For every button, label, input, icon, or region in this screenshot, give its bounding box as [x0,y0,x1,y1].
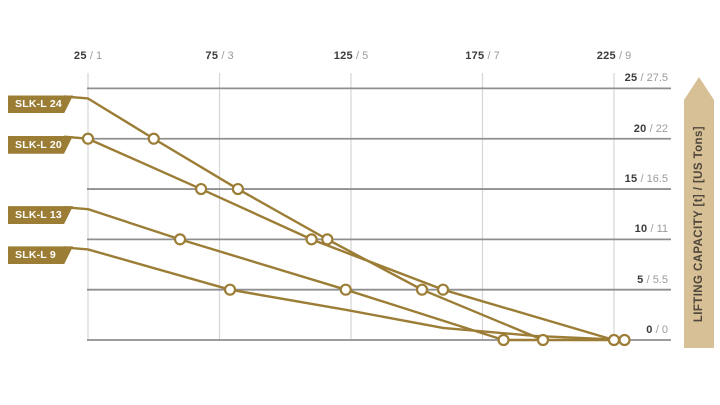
tick-value-primary: 5 [637,273,644,286]
tick-value-primary: 25 [624,72,638,85]
tick-value-secondary: / 16.5 [637,173,668,186]
data-point-marker-slk-l-13 [339,283,352,296]
y-axis-title-text: LIFTING CAPACITY [t] / [US Tons] [693,125,705,323]
x-tick-label: 225 / 9 [597,50,632,62]
data-point-marker-slk-l-13 [497,333,510,347]
data-point-marker-slk-l-20 [305,233,318,246]
data-point-marker-slk-l-24 [147,132,160,145]
tick-value-primary: 175 [465,50,485,62]
x-tick-label: 25 / 1 [74,50,102,62]
data-point-marker-slk-l-9 [223,283,237,296]
x-tick-label: 75 / 3 [205,50,233,62]
data-point-marker-slk-l-20 [607,333,621,347]
data-point-marker-slk-l-20 [194,182,208,196]
tick-value-secondary: / 27.5 [637,72,668,85]
data-point-marker-slk-l-20 [81,132,95,145]
tick-value-primary: 10 [634,223,648,236]
series-badge-slk-l-9: SLK-L 9 [8,246,73,264]
data-point-marker-slk-l-20 [436,283,450,296]
data-point-marker-slk-l-24 [415,283,429,296]
tick-value-primary: 0 [646,324,653,336]
tick-value-secondary: / 9 [615,50,632,62]
tick-value-primary: 15 [624,173,638,186]
tick-value-secondary: / 5.5 [643,273,668,286]
tick-value-secondary: / 11 [647,223,668,236]
y-axis-title: LIFTING CAPACITY [t] / [US Tons] [684,100,714,348]
y-tick-label: 0 / 0 [548,324,668,336]
y-tick-label: 15 / 16.5 [548,173,668,185]
y-tick-label: 20 / 22 [548,123,668,135]
tick-value-secondary: / 5 [352,50,369,62]
tick-value-secondary: / 7 [484,50,500,62]
tick-value-primary: 75 [205,50,219,62]
y-tick-label: 10 / 11 [548,223,668,235]
series-curve-slk-l-9 [63,246,625,342]
series-badge-slk-l-13: SLK-L 13 [8,206,73,224]
tick-value-secondary: / 22 [646,122,668,135]
x-tick-label: 175 / 7 [465,50,500,62]
data-point-marker-slk-l-13 [173,233,187,246]
y-tick-label: 25 / 27.5 [548,72,668,84]
tick-value-secondary: / 0 [652,324,668,336]
data-point-marker-slk-l-24 [231,182,245,196]
tick-value-secondary: / 1 [86,50,103,62]
data-point-marker-slk-l-24 [536,333,550,347]
tick-value-primary: 125 [333,50,353,62]
data-point-marker-slk-l-9 [618,333,631,347]
y-tick-label: 5 / 5.5 [548,274,668,286]
data-point-marker-slk-l-24 [321,233,334,246]
tick-value-primary: 20 [633,122,647,135]
tick-value-primary: 225 [596,50,616,62]
x-tick-label: 125 / 5 [334,50,369,62]
tick-value-secondary: / 3 [218,50,234,62]
series-badge-slk-l-20: SLK-L 20 [8,136,73,154]
y-axis-arrow-icon [684,77,714,348]
tick-value-primary: 25 [73,50,87,62]
series-badge-slk-l-24: SLK-L 24 [8,95,73,113]
